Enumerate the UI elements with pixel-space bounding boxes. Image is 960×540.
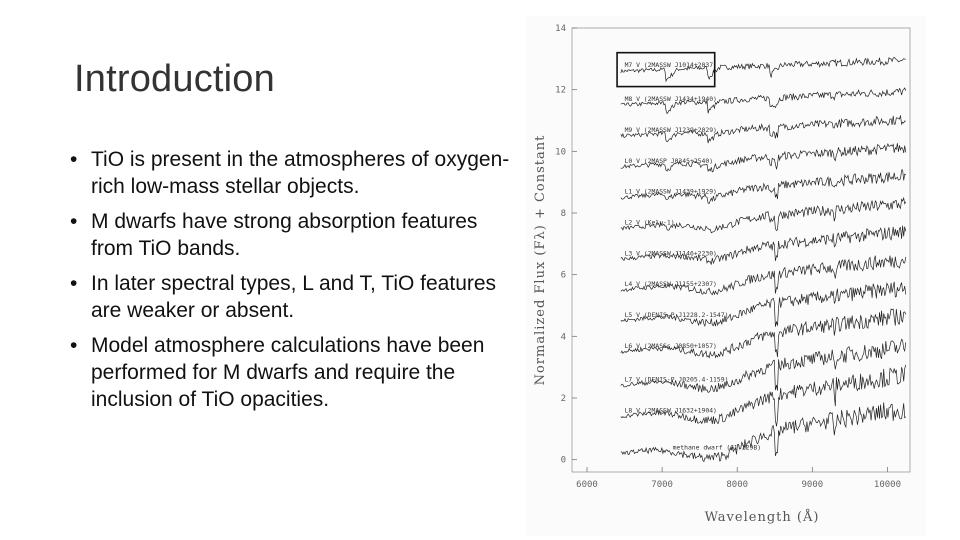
bullet-item: M dwarfs have strong absorption features… <box>70 208 510 262</box>
spectrum-label: M9 V (2MASSW J1239+2029) <box>625 126 717 134</box>
spectrum-label: L4 V (2MASSW J1155+2307) <box>625 280 717 288</box>
x-axis-label: Wavelength (Å) <box>705 509 820 525</box>
spectrum-line <box>620 196 907 234</box>
spectrum-label: L1 V (2MASSW J1439+1929) <box>625 188 717 196</box>
x-tick-label: 8000 <box>726 480 748 490</box>
spectrum-line <box>620 255 907 296</box>
spectra-plot: M7 V (2MASSW J1014+2037) M8 V (2MASSW J14… <box>533 24 911 525</box>
axis-ticks: 6000 7000 8000 9000 10000 0 2 4 6 8 10 12 14 <box>555 24 901 490</box>
y-tick-label: 4 <box>561 332 566 342</box>
spectrum-line <box>620 169 906 204</box>
spectrum-line <box>620 56 906 83</box>
spectrum-labels: M7 V (2MASSW J1014+2037) M8 V (2MASSW J14… <box>625 61 762 451</box>
y-tick-label: 6 <box>561 271 566 281</box>
slide-title: Introduction <box>74 58 275 100</box>
spectrum-label: L2 V (Kelu-1) <box>625 218 675 226</box>
x-tick-label: 7000 <box>651 480 673 490</box>
x-tick-label: 10000 <box>874 480 901 490</box>
y-axis-label: Normalized Flux (Fλ) + Constant <box>533 135 548 386</box>
highlight-box <box>616 51 716 88</box>
spectrum-line <box>620 142 907 173</box>
spectrum-line <box>620 338 907 393</box>
bullet-item: Model atmosphere calculations have been … <box>70 332 510 413</box>
spectrum-label: methane dwarf (Gl 229B) <box>673 444 762 452</box>
spectrum-line <box>620 225 907 265</box>
spectra-lines <box>620 56 907 463</box>
y-tick-label: 10 <box>555 147 566 157</box>
y-tick-label: 0 <box>561 456 566 466</box>
x-tick-label: 6000 <box>576 480 598 490</box>
y-tick-label: 12 <box>555 86 566 96</box>
bullet-list: TiO is present in the atmospheres of oxy… <box>70 146 510 421</box>
y-tick-label: 14 <box>555 24 566 34</box>
spectrum-label: L8 V (2MASSW J1632+1904) <box>625 407 717 415</box>
spectrum-label: L7 V (DENIS-P J0205.4-1159) <box>625 376 729 384</box>
spectrum-line <box>620 87 907 115</box>
spectrum-label: L5 V (DENIS-P J1228.2-1547) <box>625 311 729 319</box>
spectrum-line <box>620 308 907 359</box>
x-tick-label: 9000 <box>802 480 824 490</box>
spectrum-label: M7 V (2MASSW J1014+2037) <box>625 61 717 69</box>
spectra-figure: M7 V (2MASSW J1014+2037) M8 V (2MASSW J14… <box>526 16 926 536</box>
spectrum-label: L0 V (2MASP J0345+2540) <box>625 157 714 165</box>
spectrum-label: M8 V (2MASSW J1434+1940) <box>625 95 717 103</box>
plot-border <box>571 27 911 473</box>
spectrum-line <box>620 115 906 144</box>
spectrum-line <box>620 364 907 427</box>
spectrum-line <box>620 402 907 463</box>
plot-frame <box>571 27 911 473</box>
spectrum-label: L3 V (2MASSW J1146+2230) <box>625 249 717 257</box>
y-tick-label: 8 <box>561 209 566 219</box>
spectrum-label: L6 V (2MASSs J0850+1057) <box>625 342 717 350</box>
y-tick-label: 2 <box>561 394 566 404</box>
bullet-item: TiO is present in the atmospheres of oxy… <box>70 146 510 200</box>
spectrum-line <box>620 281 907 327</box>
bullet-item: In later spectral types, L and T, TiO fe… <box>70 270 510 324</box>
